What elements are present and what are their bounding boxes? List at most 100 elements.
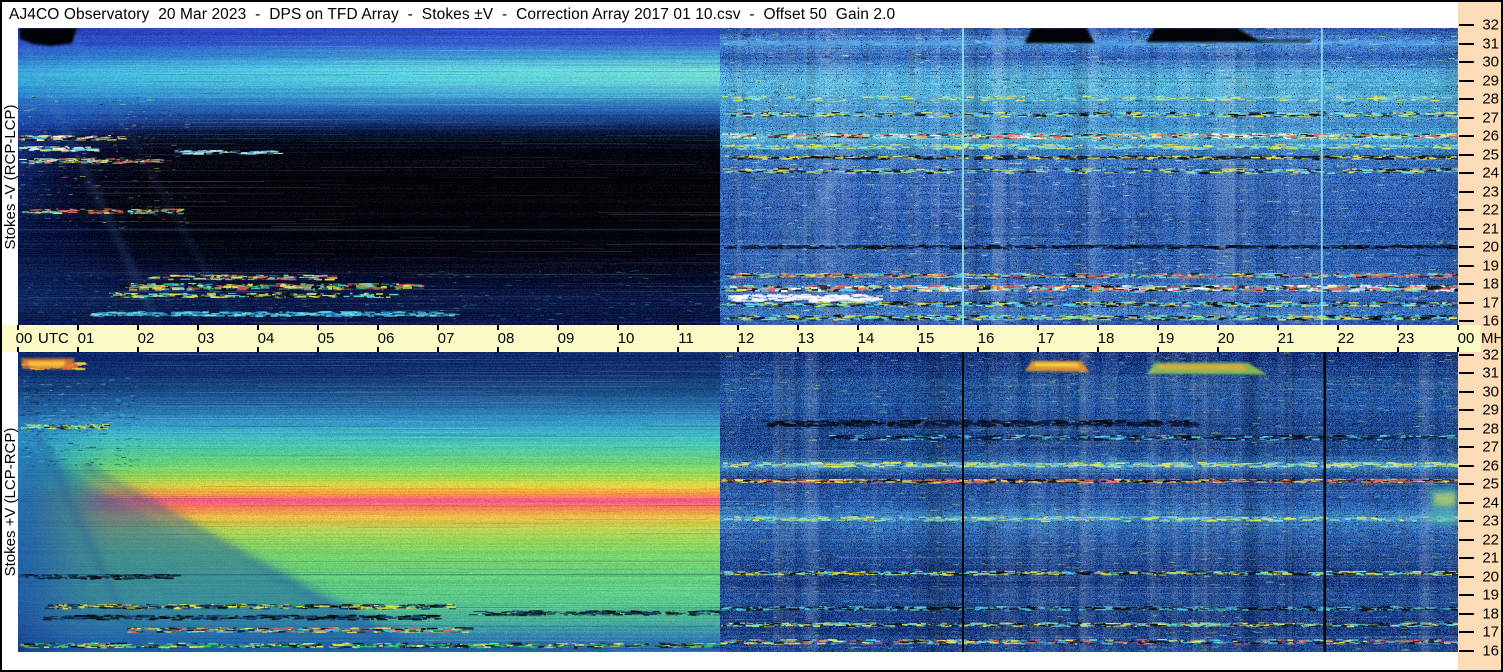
freq-tick-label: 28: [1482, 90, 1499, 108]
freq-tick-label: 18: [1482, 275, 1499, 293]
freq-tick: [1459, 353, 1474, 356]
time-hour-label: 21: [1277, 330, 1295, 347]
freq-tick-label: 32: [1482, 346, 1499, 363]
time-hour-tick: [917, 325, 919, 330]
freq-tick-label: 24: [1482, 164, 1499, 182]
time-hour-label: 22: [1337, 330, 1355, 347]
freq-tick: [1459, 483, 1474, 485]
time-hour-tick: [497, 325, 499, 330]
panel-label-stokes-plus-v: Stokes +V (LCP-RCP): [2, 427, 19, 577]
freq-tick-label: 19: [1482, 257, 1499, 274]
time-hour-label: 06: [377, 330, 395, 347]
freq-tick: [1459, 135, 1474, 137]
freq-tick: [1459, 612, 1474, 615]
title-text: AJ4CO Observatory 20 Mar 2023 - DPS on T…: [9, 6, 896, 23]
freq-tick: [1459, 372, 1474, 374]
time-hour-tick: [437, 347, 439, 352]
freq-tick-label: 32: [1482, 16, 1499, 34]
time-hour-label: 11: [678, 330, 694, 347]
freq-tick: [1459, 283, 1474, 285]
time-hour-tick: [257, 325, 259, 330]
time-hour-tick: [857, 347, 859, 352]
time-axis-band: UTC 00 01 02 03 04 05 06 07 08 09 10 11 12 13 14 15 16 17…: [2, 325, 1481, 352]
freq-tick-label: 30: [1482, 53, 1499, 71]
freq-tick-label: 25: [1482, 475, 1499, 493]
freq-tick-label: 17: [1482, 294, 1499, 311]
freq-tick-label: 16: [1482, 642, 1499, 659]
mhz-unit-label: MHz: [1481, 330, 1503, 347]
freq-tick: [1459, 390, 1474, 393]
time-hour-label: 13: [797, 330, 815, 347]
freq-tick: [1459, 42, 1474, 45]
time-hour-tick: [557, 347, 559, 352]
freq-tick: [1459, 520, 1474, 522]
time-hour-tick: [857, 325, 859, 330]
time-hour-tick: [317, 347, 319, 352]
freq-tick: [1459, 264, 1474, 267]
freq-tick-label: 20: [1482, 568, 1499, 585]
time-hour-label: 10: [617, 330, 635, 347]
time-hour-tick: [977, 325, 979, 330]
utc-unit-label: UTC: [38, 330, 69, 347]
freq-tick: [1459, 446, 1474, 448]
freq-tick: [1459, 649, 1474, 652]
freq-tick: [1459, 557, 1474, 559]
freq-tick-label: 23: [1482, 512, 1499, 530]
freq-tick-label: 18: [1482, 605, 1499, 622]
time-hour-tick: [1397, 347, 1399, 352]
time-hour-tick: [317, 325, 319, 330]
time-hour-tick: [1037, 347, 1039, 352]
freq-tick: [1459, 79, 1474, 82]
freq-tick-label: 21: [1482, 549, 1499, 567]
time-hour-tick: [377, 325, 379, 330]
freq-tick-label: 27: [1482, 109, 1499, 126]
time-hour-tick: [1217, 325, 1219, 330]
freq-tick-label: 16: [1482, 312, 1499, 330]
freq-tick: [1459, 61, 1474, 63]
time-hour-tick: [497, 347, 499, 352]
time-hour-tick: [1217, 347, 1219, 352]
panel-label-stokes-minus-v: Stokes -V (RCP-LCP): [2, 103, 19, 250]
time-hour-tick: [197, 347, 199, 352]
time-hour-label: 18: [1097, 330, 1115, 347]
freq-tick-label: 25: [1482, 146, 1499, 163]
freq-tick-label: 17: [1482, 623, 1499, 641]
time-hour-tick: [77, 325, 79, 330]
freq-tick: [1459, 172, 1474, 174]
time-hour-label: 20: [1217, 330, 1235, 347]
time-hour-tick: [797, 325, 799, 330]
time-hour-label: 00: [15, 330, 33, 347]
time-hour-tick: [257, 347, 259, 352]
time-hour-label: 17: [1037, 330, 1055, 347]
time-hour-label: 00: [1457, 330, 1475, 347]
time-hour-tick: [1097, 325, 1099, 330]
time-hour-tick: [1277, 347, 1279, 352]
time-hour-tick: [1097, 347, 1099, 352]
freq-tick-label: 22: [1482, 531, 1499, 548]
time-hour-tick: [557, 325, 559, 330]
freq-tick: [1459, 98, 1474, 100]
freq-tick-label: 21: [1482, 220, 1499, 237]
time-hour-tick: [1037, 325, 1039, 330]
time-hour-label: 09: [557, 330, 575, 347]
title-bar: AJ4CO Observatory 20 Mar 2023 - DPS on T…: [2, 2, 1458, 28]
freq-tick-label: 30: [1482, 383, 1499, 400]
freq-tick-label: 29: [1482, 401, 1499, 419]
time-hour-label: 04: [257, 330, 275, 347]
freq-tick-label: 19: [1482, 586, 1499, 604]
time-hour-tick: [1397, 325, 1399, 330]
time-hour-label: 07: [437, 330, 455, 347]
freq-tick: [1459, 301, 1474, 304]
time-hour-label: 05: [317, 330, 335, 347]
spectrogram-canvas-stokes-plus-v: [18, 352, 1458, 652]
freq-tick-label: 31: [1482, 364, 1499, 382]
panel-label-strip-top: Stokes -V (RCP-LCP): [2, 28, 19, 325]
time-hour-tick: [617, 325, 619, 330]
time-hour-tick: [137, 325, 139, 330]
freq-tick: [1459, 190, 1474, 193]
time-hour-label: 23: [1397, 330, 1415, 347]
freq-tick: [1459, 209, 1474, 211]
freq-tick: [1459, 427, 1474, 430]
time-hour-tick: [377, 347, 379, 352]
freq-tick: [1459, 575, 1474, 578]
